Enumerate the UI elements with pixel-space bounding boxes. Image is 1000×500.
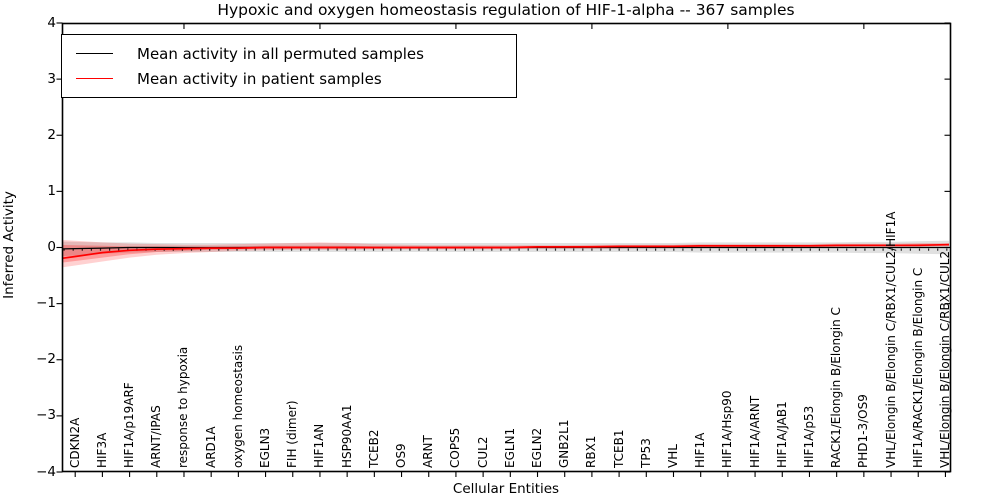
chart-title: Hypoxic and oxygen homeostasis regulatio… [217,1,795,19]
x-category-label: VHL [665,444,680,468]
legend-line-icon-black [76,53,113,54]
x-category-label: CUL2 [475,436,490,468]
x-category-label: RACK1/Elongin B/Elongin C [829,307,844,468]
y-tick-label: 0 [47,239,56,255]
x-category-label: OS9 [394,443,409,468]
y-tick-label: 1 [47,182,56,199]
y-tick-label: −1 [36,295,56,312]
x-category-label: HIF1A/Hsp90 [720,390,735,468]
x-category-label: VHL/Elongin B/Elongin C/RBX1/CUL2 [937,250,952,468]
x-category-label: HIF1AN [312,423,327,468]
x-category-label: PHD1-3/OS9 [856,394,871,468]
x-category-label: VHL/Elongin B/Elongin C/RBX1/CUL2/HIF1A [883,211,898,468]
x-category-label: GNB2L1 [557,419,572,468]
x-category-label: HIF1A/JAB1 [774,401,789,468]
legend-line-icon-red [76,78,113,79]
legend-item-label: Mean activity in patient samples [137,69,382,88]
x-category-label: HSP90AA1 [339,404,354,468]
y-tick-label: −2 [36,351,56,368]
legend-item: Mean activity in all permuted samples [76,45,506,63]
y-axis-label: Inferred Activity [1,191,17,299]
y-tick-label: −4 [36,463,56,480]
x-category-label: COPS5 [448,427,463,468]
x-category-label: HIF1A/RACK1/Elongin B/Elongin C [910,267,925,468]
x-category-label: EGLN2 [530,427,544,468]
x-category-label: TCEB2 [366,429,381,468]
y-tick-label: −3 [36,407,56,424]
y-tick-label: 3 [47,70,56,87]
legend: Mean activity in all permuted samples Me… [61,34,517,98]
x-category-label: HIF1A/p53 [801,405,816,468]
x-category-label: EGLN1 [502,427,517,468]
x-category-label: response to hypoxia [176,346,191,468]
x-category-label: FIH (dimer) [285,400,300,468]
x-category-label: HIF1A [693,432,708,468]
x-category-label: CDKN2A [67,417,82,468]
x-category-label: TP53 [638,438,653,468]
x-category-label: ARNT [421,435,436,468]
x-category-label: HIF1A/ARNT [747,395,762,468]
x-axis-label: Cellular Entities [452,481,560,497]
x-category-label: EGLN3 [258,427,273,468]
x-category-label: HIF3A [94,432,109,468]
x-category-label: TCEB1 [611,429,626,468]
x-category-label: HIF1A/p19ARF [122,382,137,468]
x-category-label: oxygen homeostasis [230,344,245,468]
x-category-label: RBX1 [584,435,599,468]
x-category-label: ARNT/IPAS [149,405,164,468]
legend-item: Mean activity in patient samples [76,70,506,88]
y-tick-label: 4 [47,14,56,31]
y-tick-label: 2 [47,126,56,143]
x-category-label: ARD1A [203,426,218,468]
legend-item-label: Mean activity in all permuted samples [137,44,424,63]
